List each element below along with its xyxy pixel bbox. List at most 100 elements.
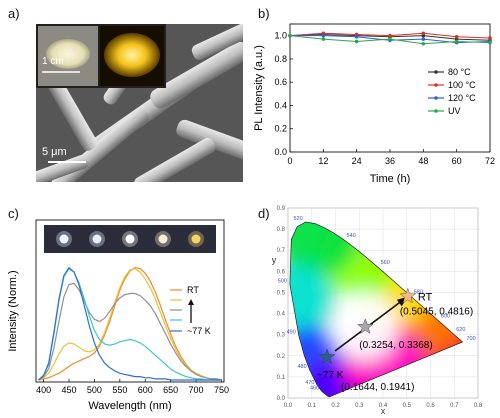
scale-bar-sem: 5 μm xyxy=(42,146,67,158)
cie-x-axis-title: x xyxy=(381,406,386,416)
locus-wavelength-label: 560 xyxy=(381,260,390,266)
temperature-arrow-head xyxy=(188,299,194,305)
cie-x-tick-label: 0.0 xyxy=(284,403,293,409)
locus-wavelength-label: 600 xyxy=(441,313,450,319)
stability-y-axis-title: PL Intensity (a.u.) xyxy=(253,45,265,131)
stability-data-point xyxy=(454,35,459,39)
stability-y-tick-label: 0.0 xyxy=(274,147,287,157)
locus-wavelength-label: 490 xyxy=(287,330,296,336)
cie-x-tick-label: 0.3 xyxy=(355,403,364,409)
stability-legend-label: 100 °C xyxy=(448,80,476,90)
stability-legend-label: 120 °C xyxy=(448,93,476,103)
panel-label-b: b) xyxy=(258,6,270,21)
cie-color-region xyxy=(289,265,336,341)
spectra-x-tick-label: 650 xyxy=(163,385,178,395)
spectrum-line xyxy=(38,268,222,381)
cie-x-tick-label: 0.7 xyxy=(450,403,459,409)
stability-x-axis-title: Time (h) xyxy=(370,173,411,185)
spectra-x-tick-label: 400 xyxy=(36,385,51,395)
scale-bar-inset: 1 cm xyxy=(42,56,64,67)
cie-x-tick-label: 0.8 xyxy=(474,403,483,409)
stability-data-point xyxy=(454,39,459,44)
cie-y-tick-label: 0.9 xyxy=(277,206,286,212)
pl-spectra-chart: 400 450 500 550 600 650 700 750 RT ~77 K Wavelen… xyxy=(7,219,229,412)
spectra-x-tick-label: 700 xyxy=(189,385,204,395)
spectral-locus xyxy=(289,221,464,398)
cie-y-axis-title: y xyxy=(272,255,277,265)
stability-data-point xyxy=(321,37,326,41)
stability-y-tick-label: 1.0 xyxy=(274,31,287,41)
panel-d: d) 0.0 0.1 0.2 0.3 0.4 0.5 0.6 0.7 0.8 0.0 0.1 0.2 0… xyxy=(250,200,500,418)
locus-wavelength-label: 520 xyxy=(293,216,302,222)
stability-data-point xyxy=(354,35,359,39)
cie-y-tick-label: 0.7 xyxy=(277,248,286,254)
photo-spot xyxy=(191,234,201,244)
stability-y-tick-label: 0.6 xyxy=(274,77,287,87)
cie-y-tick-label: 0.5 xyxy=(277,290,286,296)
cie-coord-77k: (0.1644, 0.1941) xyxy=(341,382,414,393)
spectra-x-axis-title: Wavelength (nm) xyxy=(88,400,171,412)
stability-legend: 80 °C 100 °C 120 °C UV xyxy=(428,67,476,116)
spectra-legend: RT ~77 K xyxy=(170,285,211,336)
cie-diagram: 0.0 0.1 0.2 0.3 0.4 0.5 0.6 0.7 0.8 0.0 0.1 0.2 0.3 0… xyxy=(272,206,483,416)
cie-label-77k: ~77 K xyxy=(317,370,344,381)
sem-image xyxy=(36,24,243,182)
locus-wavelength-label: 470 xyxy=(305,380,314,386)
cie-x-tick-label: 0.1 xyxy=(308,403,317,409)
stability-data-point xyxy=(388,33,392,38)
stability-data-point xyxy=(288,33,292,38)
locus-wavelength-label: 480 xyxy=(297,364,306,370)
cie-y-tick-label: 0.3 xyxy=(277,333,286,339)
spectra-x-tick-label: 450 xyxy=(62,385,77,395)
stability-data-point xyxy=(421,41,426,46)
cie-label-rt: RT xyxy=(418,291,433,303)
cie-y-tick-label: 0.8 xyxy=(277,227,286,233)
cie-coord-rt: (0.5045, 0.4816) xyxy=(400,306,473,317)
photo-spot xyxy=(92,234,102,244)
spectra-x-tick-label: 600 xyxy=(138,385,153,395)
stability-legend-marker xyxy=(434,109,438,113)
stability-legend-label: 80 °C xyxy=(448,67,471,77)
stability-x-tick-label: 72 xyxy=(485,156,495,166)
panel-label-a: a) xyxy=(8,6,20,21)
stability-x-tick-label: 60 xyxy=(452,156,462,166)
panel-b: b) 0 12 24 36 48 60 72 0.0 0.2 0.4 0.6 0.8 1.0 80 °C… xyxy=(250,0,500,200)
spectra-x-tick-label: 550 xyxy=(112,385,127,395)
stability-axes: 0 12 24 36 48 60 72 0.0 0.2 0.4 0.6 0.8 1.0 xyxy=(274,31,495,166)
cie-y-tick-label: 0.1 xyxy=(277,375,286,381)
cie-point-star xyxy=(318,348,336,364)
locus-wavelength-label: 580 xyxy=(414,289,423,295)
spectra-series xyxy=(38,266,222,381)
stability-y-tick-label: 0.2 xyxy=(274,124,287,134)
locus-wavelength-label: 540 xyxy=(347,233,356,239)
locus-wavelength-label: 460 xyxy=(310,386,319,392)
stability-x-tick-label: 48 xyxy=(418,156,428,166)
locus-wavelength-label: 500 xyxy=(278,278,287,284)
spectra-x-tick-label: 500 xyxy=(87,385,102,395)
panel-label-c: c) xyxy=(8,206,19,221)
stability-data-point xyxy=(488,40,492,45)
cie-x-tick-label: 0.5 xyxy=(403,403,412,409)
stability-chart: 0 12 24 36 48 60 72 0.0 0.2 0.4 0.6 0.8 1.0 80 °C 100… xyxy=(253,23,495,185)
spectrum-line xyxy=(38,266,222,381)
stability-y-tick-label: 0.8 xyxy=(274,54,287,64)
stability-data-point xyxy=(488,36,492,40)
cie-x-tick-label: 0.2 xyxy=(331,403,340,409)
spectra-axes: 400 450 500 550 600 650 700 750 xyxy=(36,379,229,395)
stability-data-point xyxy=(421,37,426,41)
panel-label-d: d) xyxy=(258,206,270,221)
photo-spot xyxy=(158,234,168,244)
stability-legend-label: UV xyxy=(448,106,461,116)
stability-data-point xyxy=(354,39,359,44)
stability-legend-marker xyxy=(434,96,438,100)
stability-x-tick-label: 24 xyxy=(352,156,362,166)
stability-x-tick-label: 12 xyxy=(318,156,328,166)
cie-y-tick-label: 0.4 xyxy=(277,312,286,318)
stability-data-point xyxy=(321,33,326,38)
stability-x-tick-label: 0 xyxy=(287,156,292,166)
cie-y-tick-label: 0.6 xyxy=(277,269,286,275)
locus-wavelength-label: 620 xyxy=(456,327,465,333)
photo-strip xyxy=(44,225,216,253)
stability-data-point xyxy=(421,31,426,36)
